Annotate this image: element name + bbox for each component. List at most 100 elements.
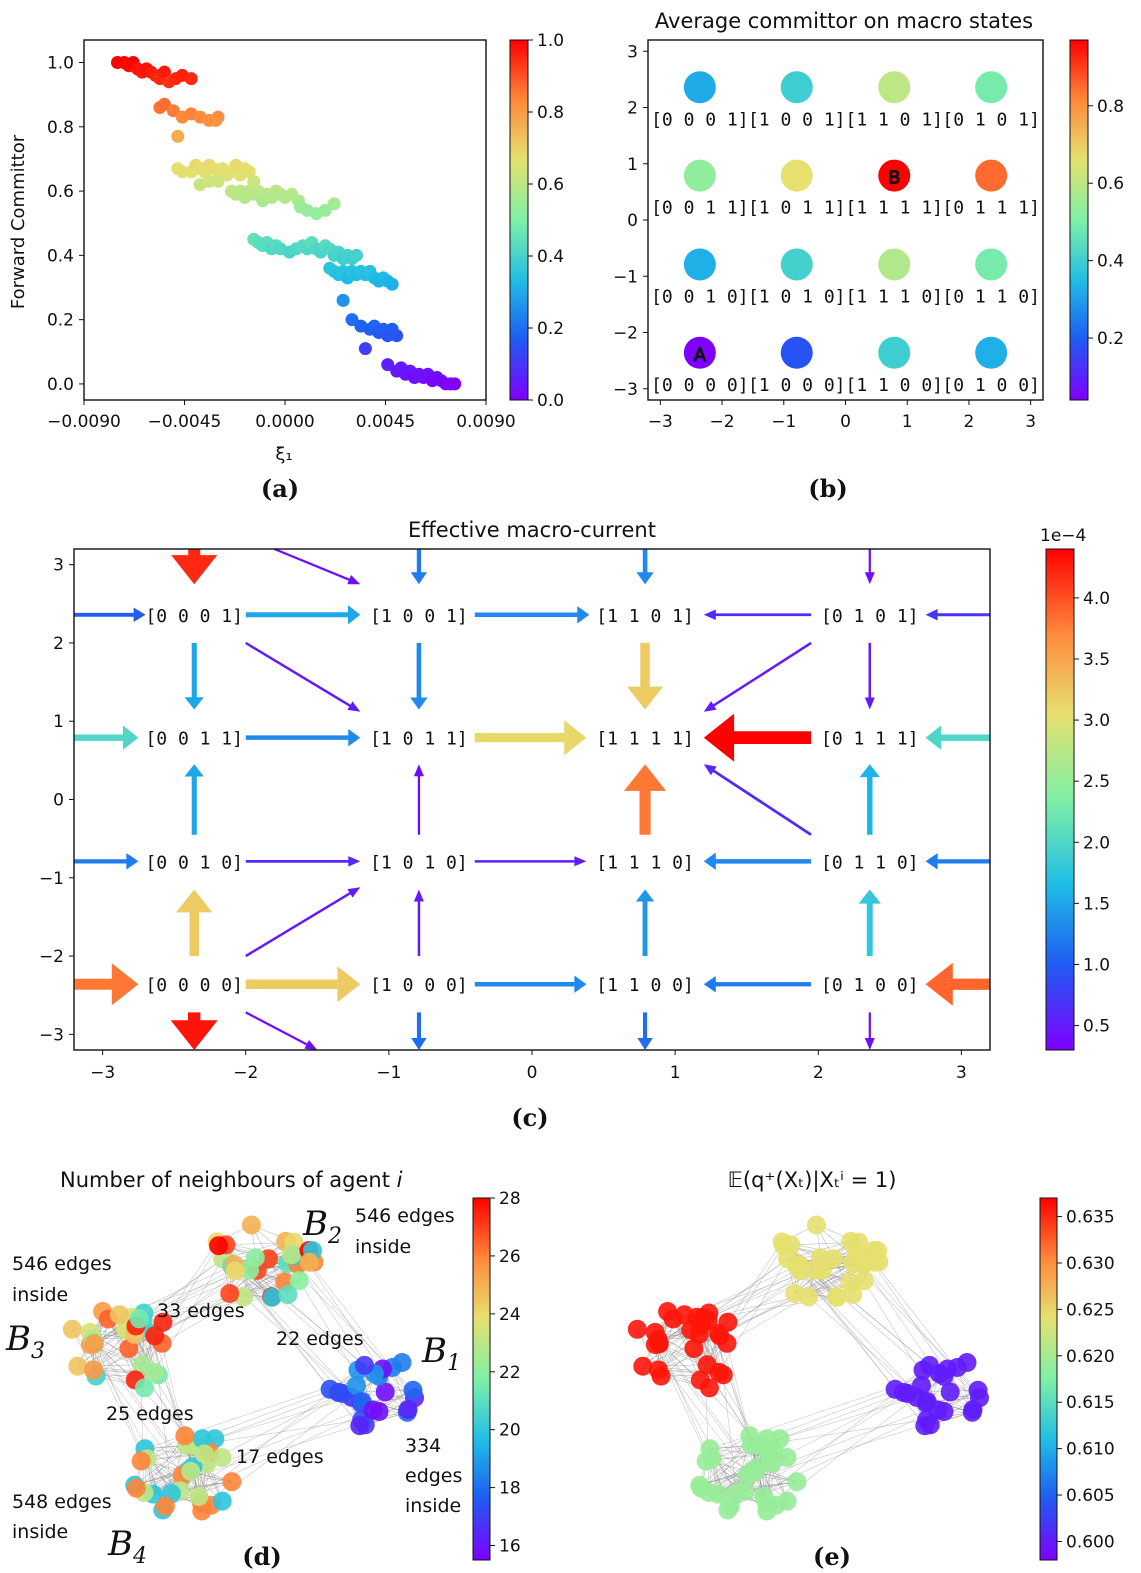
state-label: [0 1 0 1] xyxy=(942,109,1040,130)
current-arrow xyxy=(474,606,590,624)
colorbar-tick-label: 0.0 xyxy=(537,391,564,411)
panel-d-caption: (d) xyxy=(242,1542,282,1571)
panel-e-network: 𝔼(q⁺(Xₜ)|Xₜⁱ = 1) 0.6000.6050.6100.6150.… xyxy=(627,1168,1115,1571)
panel-d-colorbar xyxy=(472,1197,491,1561)
colorbar-tick-label: 0.620 xyxy=(1066,1347,1115,1367)
current-arrow xyxy=(410,549,428,585)
agent-node xyxy=(209,1236,228,1256)
block-label-b3: B3 xyxy=(5,1319,45,1364)
panel-b-chart: Average committor on macro states [0 0 0… xyxy=(613,9,1124,503)
agent-node xyxy=(885,1379,905,1399)
colorbar-tick-label: 22 xyxy=(499,1363,521,1383)
colorbar-tick-label: 0.8 xyxy=(1097,97,1124,117)
state-label: [0 1 0 1] xyxy=(821,606,919,627)
panel-b-caption: (b) xyxy=(808,474,848,503)
state-marker xyxy=(878,159,911,192)
agent-node xyxy=(126,1478,146,1498)
graph-edge xyxy=(92,1339,191,1472)
agent-node xyxy=(709,1362,729,1382)
x-tick-label: −1 xyxy=(376,1063,401,1083)
ann-b3-inside: inside xyxy=(12,1284,68,1306)
data-point xyxy=(381,358,395,372)
x-tick-label: 3 xyxy=(1025,412,1036,432)
x-tick-label: 0 xyxy=(527,1063,538,1083)
current-arrow xyxy=(74,963,139,1006)
agent-node xyxy=(241,1215,261,1235)
panel-a-caption: (a) xyxy=(261,474,299,503)
panel-a-plot-frame xyxy=(83,39,487,401)
x-tick-label: −0.0090 xyxy=(47,412,121,432)
graph-edge xyxy=(134,1444,187,1486)
current-arrow xyxy=(474,720,587,756)
agent-node xyxy=(710,1326,730,1346)
block-label-b2: B2 xyxy=(302,1204,342,1249)
agent-node xyxy=(155,1496,175,1516)
state-label: [0 0 0 0] xyxy=(651,375,749,396)
ann-22-edges: 22 edges xyxy=(276,1328,364,1350)
graph-edge xyxy=(222,1258,343,1394)
agent-node xyxy=(278,1285,298,1304)
data-point xyxy=(385,277,399,291)
colorbar-tick-label: 0.5 xyxy=(1083,1017,1110,1037)
agent-node xyxy=(189,1487,209,1506)
data-point xyxy=(211,174,225,188)
agent-node xyxy=(245,1248,265,1268)
current-arrow xyxy=(925,609,990,621)
graph-edge xyxy=(298,1280,380,1412)
agent-node xyxy=(347,1376,366,1395)
panel-c-axes: −3 −2 −1 0 1 2 3 −3 −2 −1 0 1 2 3 xyxy=(39,556,967,1083)
agent-node xyxy=(212,1448,232,1467)
x-tick-label: 2 xyxy=(964,412,975,432)
colorbar-tick-label: 18 xyxy=(499,1479,521,1499)
panel-e-colorbar-ticks: 0.600 0.605 0.610 0.615 0.620 0.625 0.630 0.635 xyxy=(1057,1208,1115,1552)
agent-node xyxy=(787,1472,807,1492)
panel-a-ylabel: Forward Committor xyxy=(8,134,29,309)
state-label: [1 1 1 0] xyxy=(596,852,694,873)
data-point xyxy=(209,113,223,127)
panel-c-chart: Effective macro-current [0 0 0 1] [1 0 0 … xyxy=(39,518,1110,1132)
colorbar-tick-label: 3.0 xyxy=(1083,711,1110,731)
state-marker xyxy=(878,71,911,104)
agent-node xyxy=(696,1451,716,1471)
y-tick-label: −3 xyxy=(39,1025,64,1045)
state-label: [0 0 1 0] xyxy=(651,286,749,307)
state-marker xyxy=(780,248,813,281)
agent-node xyxy=(134,1378,154,1398)
agent-node xyxy=(212,1491,232,1511)
state-label: [0 1 0 0] xyxy=(821,975,919,996)
panel-d-nodes xyxy=(62,1215,424,1521)
data-point xyxy=(327,197,341,211)
current-arrow xyxy=(74,853,139,870)
panel-d-network: Number of neighbours of agent i 546 edge… xyxy=(5,1168,521,1571)
data-point xyxy=(247,174,261,188)
state-label: [1 1 0 1] xyxy=(845,109,943,130)
panel-e-nodes xyxy=(627,1215,989,1521)
graph-edge xyxy=(139,1258,223,1320)
current-arrow xyxy=(176,889,213,957)
panel-c-title: Effective macro-current xyxy=(408,518,656,542)
current-arrow xyxy=(859,764,880,835)
colorbar-tick-label: 2.5 xyxy=(1083,772,1110,792)
panel-a-points xyxy=(111,56,462,391)
agent-node xyxy=(777,1491,797,1511)
agent-node xyxy=(843,1285,863,1304)
panel-a-colorbar-ticks: 0.0 0.2 0.4 0.6 0.8 1.0 xyxy=(528,31,564,411)
state-marker xyxy=(975,159,1008,192)
current-arrow xyxy=(624,764,667,835)
colorbar-tick-label: 1.5 xyxy=(1083,894,1110,914)
colorbar-tick-label: 0.4 xyxy=(1097,252,1124,272)
y-tick-label: −2 xyxy=(613,324,638,344)
data-point xyxy=(448,377,462,391)
state-label: [1 0 1 1] xyxy=(748,198,846,219)
graph-edge xyxy=(233,1264,331,1390)
panel-c-colorbar-scale: 1e−4 xyxy=(1040,526,1086,546)
graph-edge xyxy=(798,1264,896,1390)
x-tick-label: −0.0045 xyxy=(148,412,222,432)
agent-node xyxy=(963,1400,983,1419)
panel-c-colorbar-ticks: 0.5 1.0 1.5 2.0 2.5 3.0 3.5 4.0 xyxy=(1074,589,1110,1037)
colorbar-tick-label: 16 xyxy=(499,1537,521,1557)
x-tick-label: 0 xyxy=(840,412,851,432)
current-arrow xyxy=(864,1012,875,1050)
current-arrow xyxy=(413,764,424,835)
